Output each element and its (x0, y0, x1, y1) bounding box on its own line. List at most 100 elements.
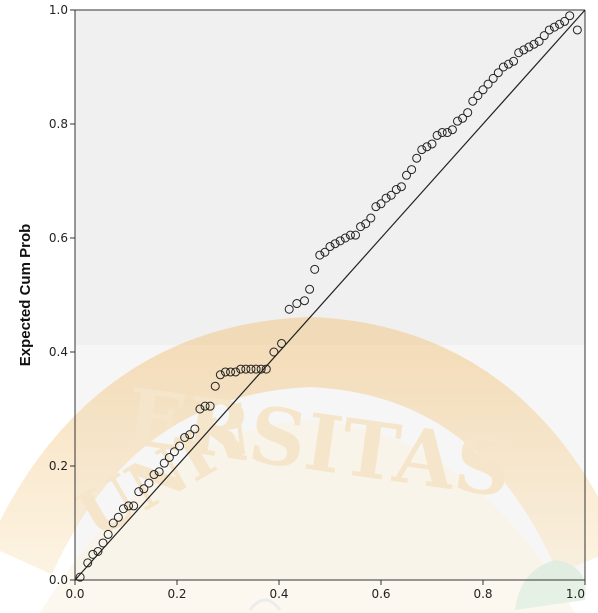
data-point (261, 364, 271, 374)
data-point (572, 25, 582, 35)
data-point (432, 130, 442, 140)
data-point (351, 230, 360, 240)
data-point (468, 96, 478, 106)
data-point (284, 304, 294, 314)
data-point (325, 242, 335, 252)
data-point (427, 139, 437, 149)
data-point (335, 236, 345, 246)
x-tick-label: 0.4 (269, 587, 288, 601)
x-tick-label: 0.6 (371, 587, 390, 601)
data-point (108, 518, 118, 528)
data-point (422, 142, 432, 152)
data-point (391, 185, 401, 195)
data-point (504, 59, 513, 69)
data-point (118, 504, 128, 514)
data-point (315, 250, 325, 260)
data-point (555, 19, 564, 29)
data-point (88, 549, 98, 559)
data-point (386, 190, 396, 200)
data-point (83, 558, 93, 568)
data-point (251, 364, 261, 374)
data-point (300, 296, 309, 306)
y-tick-label: 0.2 (49, 459, 68, 473)
data-point (236, 364, 246, 374)
data-point (412, 153, 422, 163)
x-tick-label: 0.0 (65, 587, 84, 601)
data-point (256, 364, 266, 374)
y-axis-label: Expected Cum Prob (17, 224, 34, 367)
data-point (417, 145, 427, 155)
data-point (361, 219, 371, 229)
data-points (75, 11, 582, 582)
data-point (340, 233, 350, 243)
data-point (498, 62, 508, 72)
data-point (524, 42, 534, 52)
y-tick-label: 0.8 (49, 117, 68, 131)
data-point (356, 222, 366, 232)
data-point (463, 108, 473, 118)
data-point (453, 116, 462, 126)
y-tick-label: 0.4 (49, 345, 68, 359)
data-point (458, 113, 468, 123)
data-point (519, 45, 529, 55)
data-point (437, 128, 447, 138)
data-point (93, 547, 103, 556)
y-tick-label: 1.0 (49, 3, 68, 17)
data-point (442, 128, 452, 138)
y-tick-label: 0.0 (49, 573, 68, 587)
data-point (544, 25, 554, 35)
data-point (231, 367, 241, 377)
data-point (529, 39, 539, 49)
data-point (310, 264, 320, 274)
data-point (129, 501, 139, 511)
data-point (539, 31, 549, 41)
data-point (565, 11, 575, 21)
data-point (139, 484, 149, 494)
data-point (396, 182, 406, 192)
data-point (473, 91, 483, 100)
data-point (210, 381, 220, 391)
y-tick-label: 0.6 (49, 231, 68, 245)
data-point (190, 424, 200, 434)
x-tick-label: 0.2 (167, 587, 186, 601)
data-point (560, 16, 570, 26)
data-point (292, 299, 302, 309)
data-point (488, 73, 498, 83)
x-tick-label: 0.8 (473, 587, 492, 601)
data-point (366, 213, 376, 223)
data-point (180, 433, 190, 442)
watermark: ERSITAS UNIV (0, 316, 598, 613)
data-point (154, 467, 164, 477)
data-point (241, 364, 251, 374)
data-point (493, 68, 503, 78)
data-point (330, 239, 340, 249)
data-point (277, 338, 287, 348)
reference-line (74, 9, 586, 581)
data-point (195, 404, 205, 414)
data-point (220, 367, 230, 377)
data-point (164, 452, 174, 462)
data-point (98, 538, 108, 548)
data-point (205, 401, 215, 411)
data-point (134, 487, 144, 497)
data-point (75, 572, 85, 582)
data-point (269, 347, 279, 357)
data-point (144, 478, 154, 488)
data-point (549, 22, 559, 32)
data-point (246, 364, 256, 374)
data-point (514, 48, 524, 58)
data-point (113, 512, 123, 522)
data-point (149, 470, 159, 480)
data-point (345, 230, 355, 240)
data-point (124, 501, 134, 511)
data-point (305, 284, 315, 294)
data-point (376, 199, 386, 209)
data-point (185, 430, 195, 440)
data-point (534, 36, 544, 46)
data-point (226, 367, 236, 377)
data-point (407, 165, 417, 175)
data-point (478, 85, 488, 95)
x-tick-label: 1.0 (566, 587, 585, 601)
data-point (402, 170, 411, 180)
data-point (371, 202, 381, 212)
